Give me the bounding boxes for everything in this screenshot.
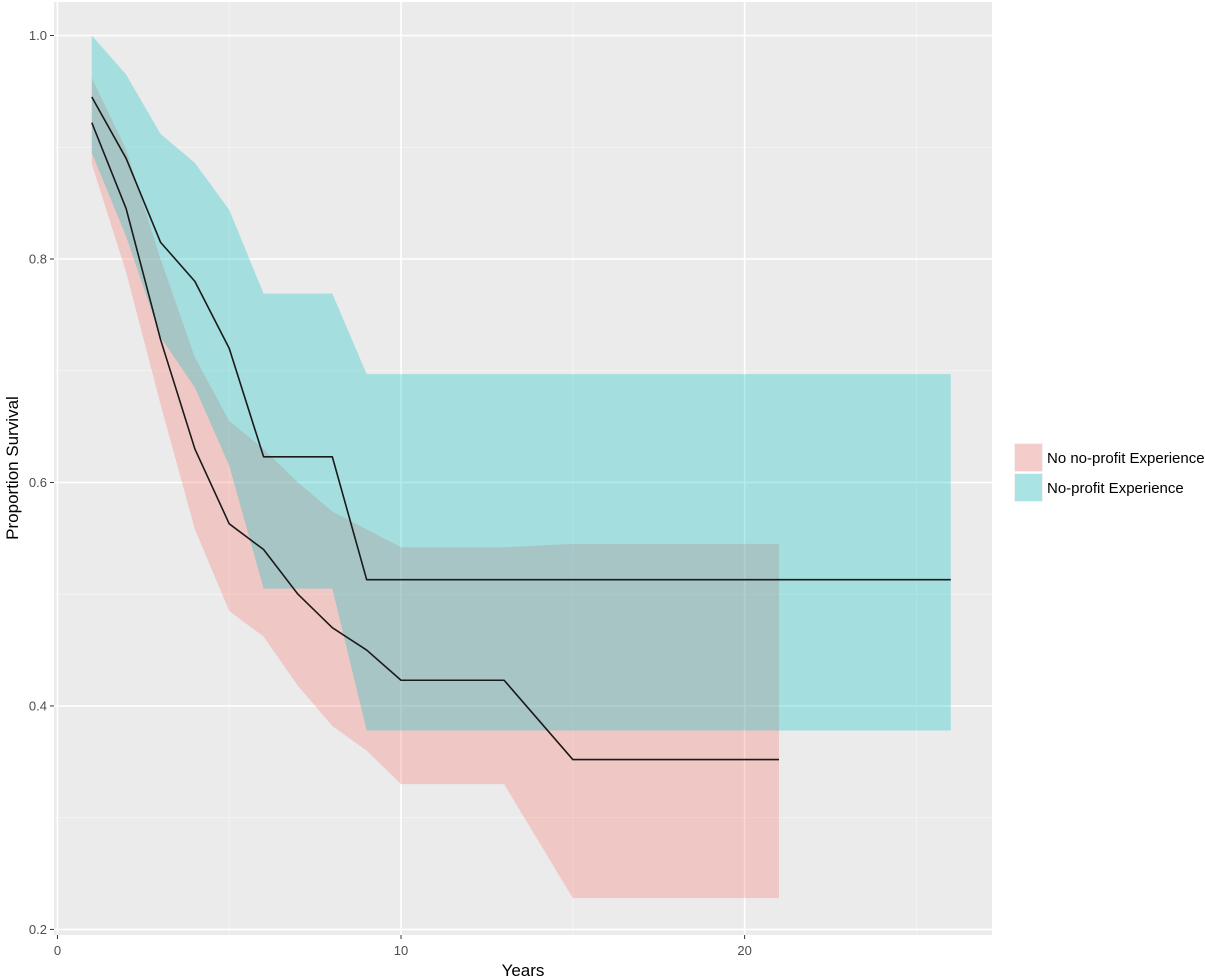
- plot-panel: [54, 2, 992, 935]
- x-axis-title: Years: [502, 961, 545, 980]
- legend-swatch: [1015, 474, 1042, 501]
- confidence-bands: [91, 35, 951, 899]
- y-tick-label: 0.4: [29, 698, 47, 713]
- legend-swatch: [1015, 444, 1042, 471]
- x-tick-label: 20: [737, 943, 751, 958]
- legend: No no-profit Experience No-profit Experie…: [1014, 443, 1205, 502]
- y-axis-ticks: 0.2 0.4 0.6 0.8 1.0: [29, 28, 54, 937]
- minor-gridlines: [54, 2, 992, 935]
- y-tick-label: 0.8: [29, 251, 47, 266]
- confidence-band-1: [91, 35, 951, 731]
- survival-lines: [91, 96, 951, 761]
- confidence-band-0: [91, 77, 779, 899]
- legend-key: [1014, 473, 1043, 502]
- legend-label: No-profit Experience: [1047, 480, 1184, 497]
- survival-line-1: [91, 96, 951, 581]
- x-tick-label: 10: [394, 943, 408, 958]
- major-gridlines: [54, 2, 992, 935]
- y-tick-label: 0.6: [29, 475, 47, 490]
- x-axis-ticks: 0 10 20: [54, 935, 752, 958]
- legend-key: [1014, 443, 1043, 472]
- y-tick-label: 0.2: [29, 922, 47, 937]
- y-tick-label: 1.0: [29, 28, 47, 43]
- y-axis-title: Proportion Survival: [3, 396, 22, 540]
- x-tick-label: 0: [54, 943, 61, 958]
- legend-label: No no-profit Experience: [1047, 450, 1205, 467]
- survival-line-0: [91, 122, 779, 761]
